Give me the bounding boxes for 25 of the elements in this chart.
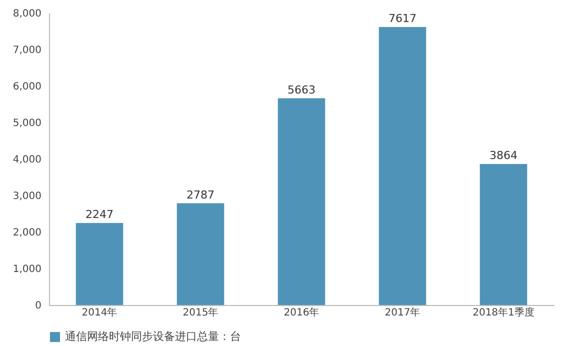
- bar: [378, 26, 426, 305]
- bar: [176, 203, 224, 305]
- x-tick-label: 2018年1季度: [472, 306, 534, 318]
- y-tick-label: 1,000: [12, 264, 42, 275]
- data-label: 3864: [490, 148, 518, 162]
- data-label: 7617: [388, 12, 416, 25]
- y-tick-label: 8,000: [12, 8, 42, 20]
- data-label: 2247: [86, 208, 114, 221]
- y-tick-label: 6,000: [12, 82, 42, 92]
- bar: [278, 98, 326, 305]
- x-tick-label: 2014年: [82, 306, 118, 318]
- data-label: 5663: [288, 83, 316, 96]
- y-tick-label: 4,000: [12, 154, 42, 166]
- y-tick-label: 5,000: [12, 118, 42, 129]
- x-tick-label: 2015年: [182, 306, 218, 318]
- x-tick-label: 2016年: [284, 306, 320, 318]
- y-tick-label: 0: [35, 300, 42, 312]
- y-tick-label: 2,000: [12, 228, 42, 238]
- bar: [480, 164, 528, 305]
- legend-label: 通信网络时钟同步设备进口总量：台: [65, 330, 241, 343]
- y-tick-label: 7,000: [12, 45, 42, 56]
- y-tick-label: 3,000: [12, 191, 42, 202]
- x-tick-label: 2017年: [384, 306, 420, 318]
- bar: [76, 222, 124, 305]
- data-label: 2787: [186, 188, 214, 202]
